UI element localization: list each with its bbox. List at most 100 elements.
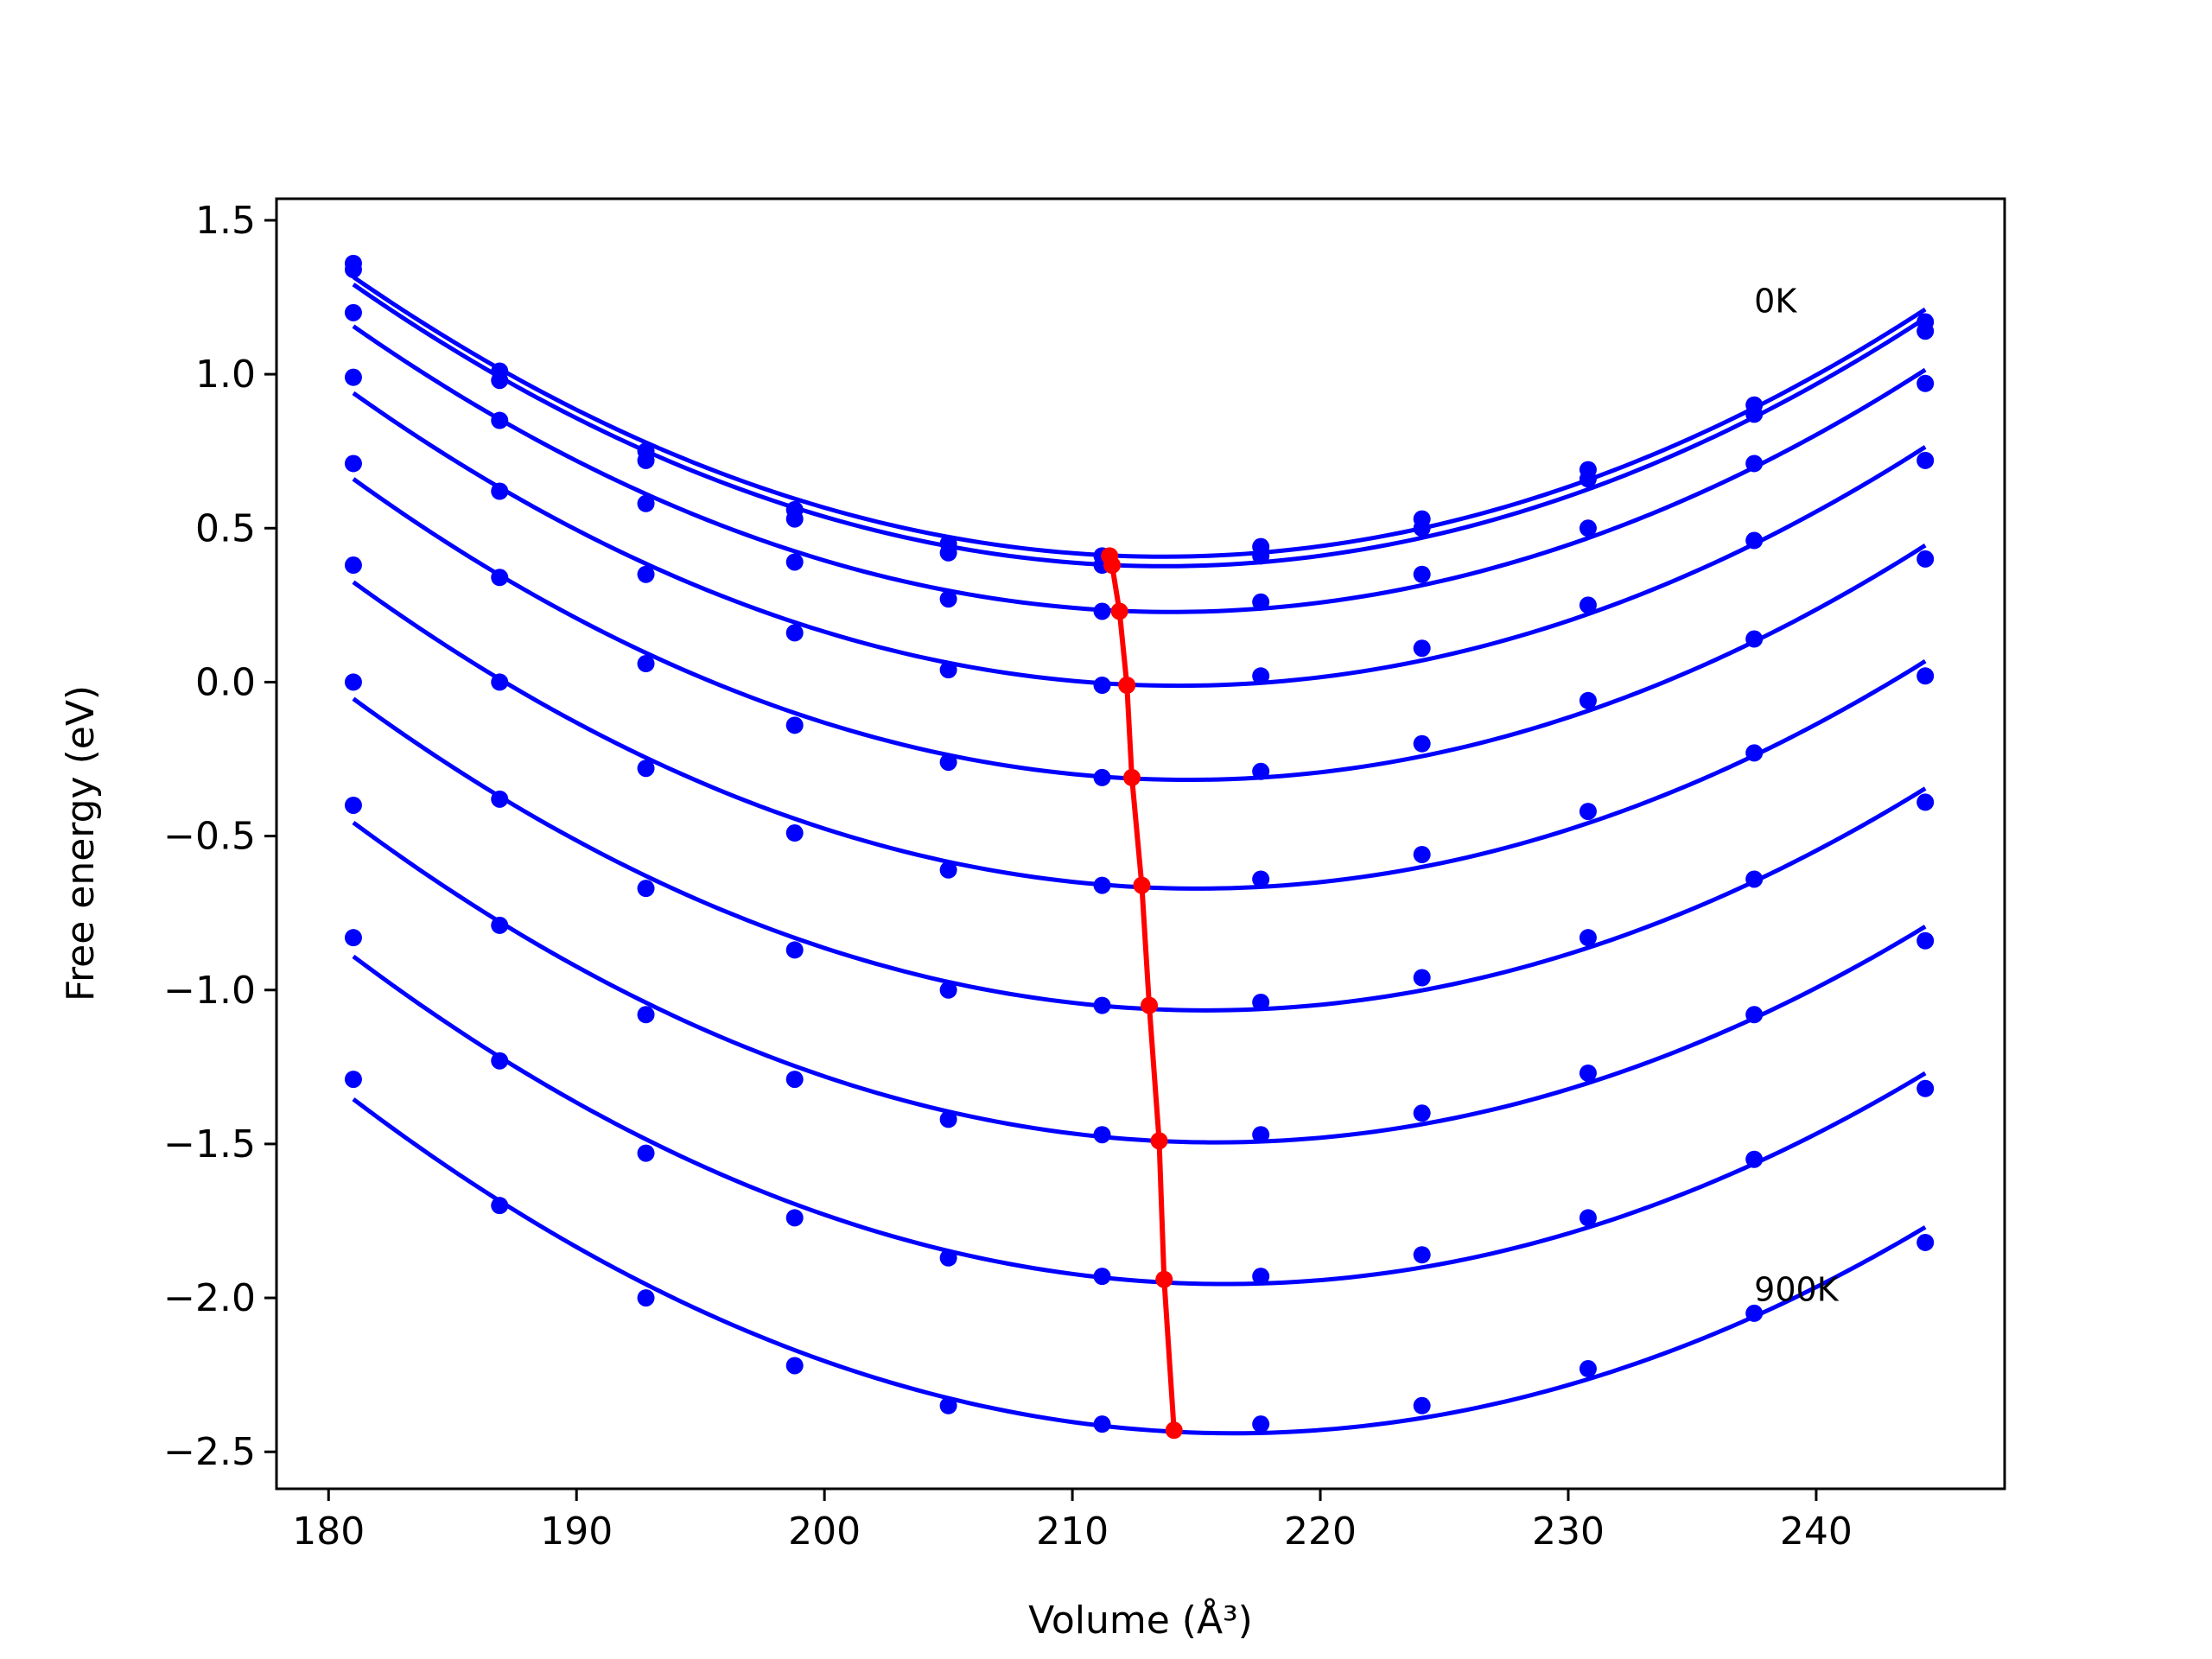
series-6-point — [939, 861, 957, 879]
series-7-point — [939, 981, 957, 999]
series-3-point — [1916, 374, 1935, 392]
series-4-point — [491, 482, 509, 500]
series-10-point — [1745, 1304, 1764, 1322]
y-tick-label: −0.5 — [163, 815, 256, 859]
x-tick-label: 190 — [540, 1510, 613, 1554]
x-tick-label: 230 — [1532, 1510, 1605, 1554]
series-5-point — [1413, 734, 1431, 753]
series-8-point — [1413, 1104, 1431, 1122]
series-10-point — [1252, 1415, 1270, 1433]
y-tick-label: −1.0 — [163, 969, 256, 1013]
series-4-point — [1093, 676, 1111, 694]
series-4-point — [1252, 667, 1270, 685]
series-3-point — [1579, 519, 1597, 537]
series-2-point — [491, 372, 509, 390]
series-6-point — [1252, 870, 1270, 888]
series-2-point — [1413, 519, 1431, 537]
y-tick-label: 0.0 — [195, 660, 256, 704]
series-8-point — [1916, 931, 1935, 950]
minimum-point — [1122, 768, 1141, 786]
series-6-point — [1745, 744, 1764, 762]
series-6-point — [491, 673, 509, 691]
series-7-point — [1252, 994, 1270, 1012]
series-5-point — [1916, 550, 1935, 568]
y-tick-label: 1.0 — [195, 353, 256, 397]
x-tick-label: 200 — [788, 1510, 861, 1554]
series-3-point — [1745, 454, 1764, 473]
series-7-point — [637, 880, 655, 898]
y-tick-label: −2.0 — [163, 1276, 256, 1320]
series-4-point — [344, 368, 362, 386]
series-2-point — [785, 510, 804, 528]
y-tick-label: 0.5 — [195, 506, 256, 550]
minimum-point — [1133, 876, 1151, 894]
series-8-point — [785, 1071, 804, 1089]
x-axis-ticks: 180 190 200 210 220 230 240 — [292, 1489, 1853, 1554]
series-curve-3 — [352, 324, 1927, 614]
plot-frame — [275, 197, 2006, 1491]
series-5-point — [1252, 762, 1270, 780]
series-10-point — [939, 1396, 957, 1414]
minimum-point — [1103, 556, 1122, 575]
series-7-point — [785, 941, 804, 959]
annotations: 0K 900K — [1754, 283, 1840, 1309]
minimum-point — [1150, 1132, 1168, 1150]
series-8-point — [637, 1006, 655, 1024]
series-10-point — [1093, 1415, 1111, 1433]
series-10-point — [344, 1071, 362, 1089]
x-tick-label: 220 — [1284, 1510, 1357, 1554]
minimum-point — [1110, 602, 1128, 620]
series-2-point — [637, 451, 655, 469]
series-6-point — [785, 824, 804, 842]
series-6-point — [344, 556, 362, 575]
series-9-point — [1579, 1209, 1597, 1227]
series-10-point — [1579, 1360, 1597, 1378]
series-6-point — [637, 760, 655, 778]
series-10-point — [1413, 1396, 1431, 1414]
series-7-point — [1745, 870, 1764, 888]
y-axis-label: Free energy (eV) — [59, 685, 103, 1001]
series-7-point — [1579, 929, 1597, 947]
series-2-point — [1252, 547, 1270, 565]
series-9-point — [939, 1249, 957, 1267]
series-4-point — [1413, 639, 1431, 658]
series-7-point — [1916, 793, 1935, 811]
series-3-point — [1413, 565, 1431, 583]
series-9-point — [785, 1209, 804, 1227]
series-8-point — [344, 796, 362, 814]
x-axis-label: Volume (Å³) — [1028, 1597, 1253, 1643]
series-5-point — [491, 569, 509, 587]
y-axis-ticks: −2.5 −2.0 −1.5 −1.0 −0.5 0.0 0.5 1.0 1.5 — [163, 199, 276, 1474]
series-4-point — [637, 565, 655, 583]
temperature-annotation: 900K — [1754, 1270, 1840, 1308]
y-tick-label: −1.5 — [163, 1122, 256, 1166]
series-10-point — [491, 1197, 509, 1215]
minimum-point — [1118, 676, 1136, 694]
series-8-point — [1093, 1126, 1111, 1144]
series-5-point — [939, 753, 957, 772]
x-tick-label: 210 — [1036, 1510, 1109, 1554]
series-3-point — [637, 494, 655, 512]
series-3-point — [344, 303, 362, 321]
series-8-point — [1252, 1126, 1270, 1144]
series-7-point — [491, 790, 509, 808]
x-tick-label: 180 — [292, 1510, 365, 1554]
series-curve-1 — [352, 275, 1927, 559]
series-4-point — [1745, 531, 1764, 550]
series-9-point — [491, 1052, 509, 1070]
y-tick-label: −2.5 — [163, 1430, 256, 1474]
minimum-point — [1141, 996, 1159, 1014]
series-7-point — [1413, 969, 1431, 987]
series-4-point — [1916, 451, 1935, 469]
series-8-point — [491, 916, 509, 934]
series-curve-2 — [352, 283, 1927, 569]
series-curve-7 — [352, 696, 1927, 1013]
series-4-point — [939, 661, 957, 679]
series-curve-4 — [352, 391, 1927, 689]
series-curve-8 — [352, 820, 1927, 1145]
series-4-point — [785, 624, 804, 642]
series-2-point — [344, 260, 362, 278]
series-2-point — [1579, 470, 1597, 488]
